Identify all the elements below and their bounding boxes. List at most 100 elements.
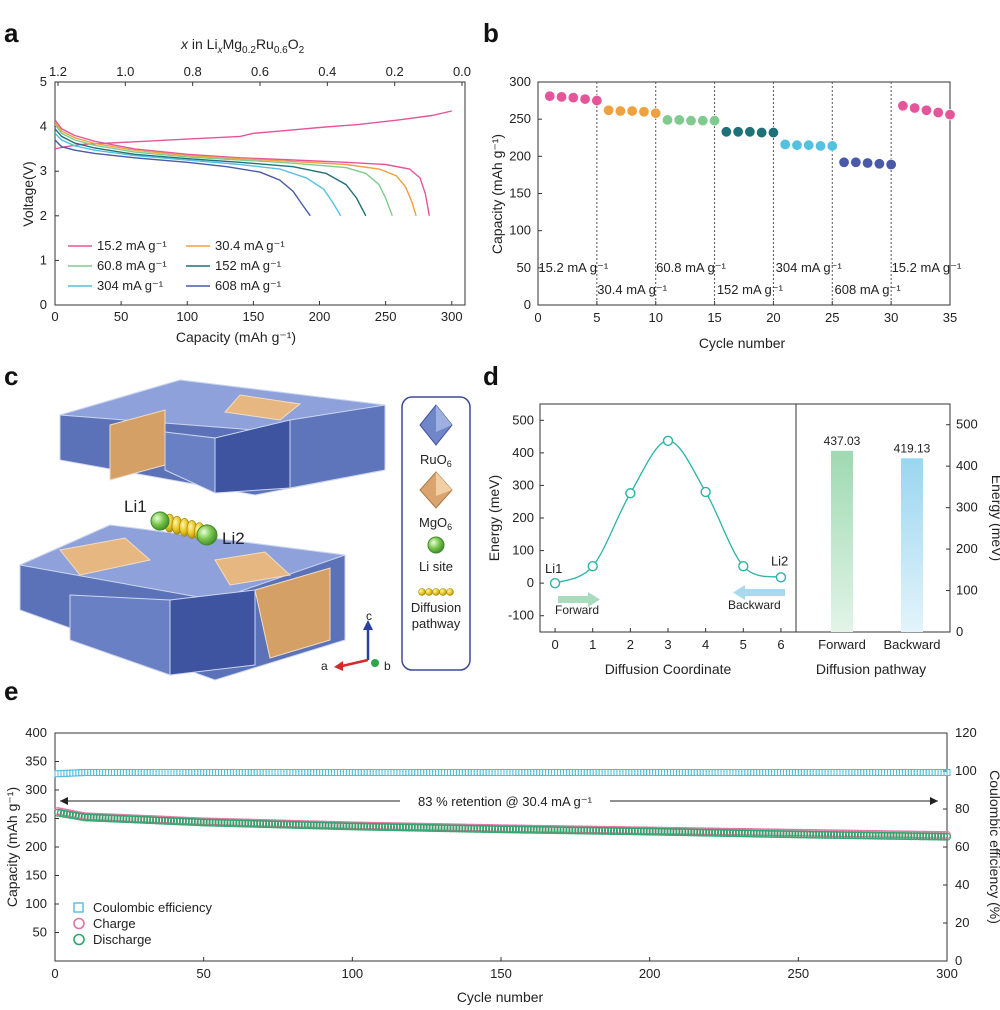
chart-e-discharge-point: [803, 830, 812, 839]
chart-e-ytick-label: 50: [33, 925, 47, 940]
chart-e-discharge-point: [916, 832, 925, 841]
chart-b-point: [591, 95, 603, 107]
chart-e-discharge-point: [497, 825, 505, 834]
chart-e-discharge-point: [672, 828, 681, 837]
chart-e-discharge-point: [883, 831, 892, 840]
chart-e-discharge-point: [940, 832, 949, 841]
chart-e-discharge-point: [428, 824, 437, 833]
chart-a-ytick-label: 4: [40, 119, 47, 134]
chart-e-discharge-point: [722, 829, 731, 838]
chart-e-discharge-point: [419, 823, 428, 832]
chart-e-discharge-point: [404, 823, 413, 832]
chart-d-xtick-label: 4: [702, 637, 709, 652]
chart-e-discharge-point: [467, 824, 476, 833]
diffusion-path: [150, 511, 218, 546]
chart-a-legend-label: 15.2 mA g⁻¹: [97, 238, 167, 253]
chart-e-discharge-point: [895, 832, 904, 841]
chart-e-discharge-point: [520, 825, 529, 834]
chart-e-discharge-point: [327, 821, 336, 830]
chart-b-point: [767, 127, 779, 139]
chart-a-xtick-label: 0: [51, 309, 58, 324]
chart-b-ytick-label: 0: [524, 297, 531, 312]
li-site-legend-label: Li site: [419, 559, 453, 574]
chart-e-discharge-point: [491, 825, 500, 834]
chart-e-discharge-point: [523, 825, 532, 834]
chart-e-discharge-point: [101, 814, 110, 823]
chart-e-discharge-point: [196, 818, 205, 827]
ruo6-top-right: [289, 404, 386, 489]
chart-e-discharge-point: [755, 829, 764, 838]
chart-b-rate-label: 30.4 mA g⁻¹: [597, 282, 667, 297]
chart-e-discharge-point: [297, 821, 306, 830]
mgo6-legend-icon: [419, 471, 453, 509]
chart-e-discharge-point: [865, 831, 874, 840]
chart-e-discharge-point: [193, 818, 202, 827]
chart-b-ytick-label: 100: [509, 223, 531, 238]
chart-e-ytick-label: 100: [25, 896, 47, 911]
chart-e-discharge-point: [595, 826, 604, 835]
chart-d-bar: [831, 450, 853, 632]
chart-b-ytick-label: 250: [509, 111, 531, 126]
chart-e-xlabel: Cycle number: [457, 989, 544, 1005]
chart-e-discharge-point: [401, 823, 410, 832]
chart-e-discharge-point: [517, 825, 526, 834]
chart-e-ytick-label: 350: [25, 754, 47, 769]
chart-e-discharge-point: [190, 818, 199, 827]
chart-e-discharge-point: [339, 822, 348, 831]
chart-b-rate-label: 15.2 mA g⁻¹: [892, 260, 962, 275]
axis-a-head: [334, 661, 343, 671]
chart-d-xtick-label: 6: [777, 637, 784, 652]
chart-e-discharge-point: [633, 827, 642, 836]
chart-e-discharge-point: [89, 813, 98, 822]
chart-e-discharge-point: [143, 816, 152, 825]
chart-e-discharge-point: [470, 824, 479, 833]
chart-e-discharge-point: [705, 828, 714, 837]
chart-e-discharge-point: [773, 830, 782, 839]
chart-d-xtick-label: 1: [589, 637, 596, 652]
chart-e-discharge-point: [589, 826, 598, 835]
chart-e-y2tick-label: 80: [955, 801, 969, 816]
chart-d-neb-point: [549, 577, 561, 589]
chart-e-discharge-point: [928, 832, 937, 841]
chart-d-left-xlabel: Diffusion Coordinate: [605, 661, 732, 677]
chart-e-discharge-point: [461, 824, 470, 833]
chart-d-ytick-label: -100: [508, 608, 534, 623]
chart-e-discharge-point: [835, 831, 844, 840]
structure-legend-box: [401, 396, 471, 671]
chart-a-series-line: [55, 139, 311, 217]
ruo6-bottom-side: [69, 594, 171, 676]
lattice-axes: c a b: [321, 609, 391, 673]
chart-d: 0 1 2 3 4 5 6 -100 0 100 200 300 400 500 0 100 200 300 400…: [486, 403, 1000, 677]
chart-b-point: [697, 115, 709, 127]
chart-e-discharge-point: [83, 813, 92, 822]
chart-a-series-line: [55, 121, 417, 217]
chart-e-y2tick-label: 120: [955, 725, 977, 740]
diffusion-legend-icon: [418, 588, 454, 596]
chart-d-ytick-label: 500: [512, 412, 534, 427]
chart-a-ylabel: Voltage(V): [20, 161, 36, 226]
chart-e-legend-marker: [73, 933, 85, 946]
chart-e-discharge-point: [621, 827, 630, 836]
chart-e-discharge-point: [538, 825, 547, 834]
chart-d-y2tick-label: 500: [956, 417, 978, 432]
chart-e-discharge-point: [624, 827, 633, 836]
chart-a-legend: 15.2 mA g⁻¹ 30.4 mA g⁻¹ 60.8 mA g⁻¹ 152 mA …: [68, 238, 285, 293]
chart-a-top-mg-sub: 0.2: [242, 45, 256, 56]
chart-e-discharge-point: [455, 824, 464, 833]
chart-e-discharge-point: [838, 831, 847, 840]
ruo6-legend-icon: [419, 404, 453, 446]
chart-e-discharge-point: [877, 831, 886, 840]
chart-a-legend-label: 608 mA g⁻¹: [215, 278, 282, 293]
chart-e-discharge-point: [178, 817, 187, 826]
chart-e-discharge-point: [776, 830, 785, 839]
chart-e-discharge-point: [571, 826, 580, 835]
chart-e-discharge-point: [934, 832, 943, 841]
chart-e-discharge-point: [601, 826, 610, 835]
chart-e-legend-label: Coulombic efficiency: [93, 900, 212, 915]
chart-e-discharge-point: [62, 810, 71, 819]
chart-e-discharge-point: [184, 817, 193, 826]
chart-e-discharge-point: [446, 824, 455, 833]
chart-e-discharge-point: [375, 822, 384, 831]
chart-a-top-mg: Mg: [223, 36, 242, 52]
chart-e-discharge-point: [577, 826, 586, 835]
